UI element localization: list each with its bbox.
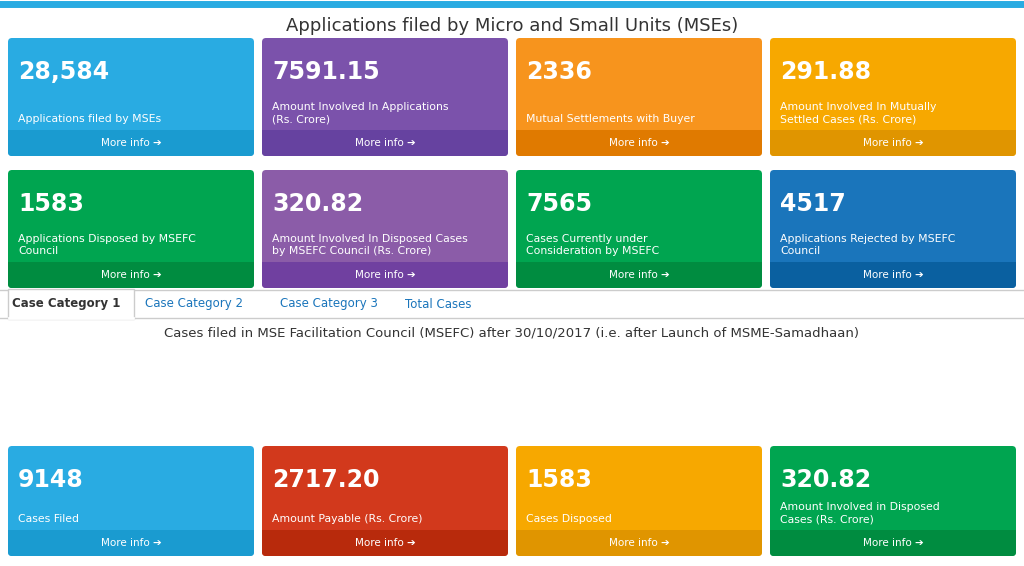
- FancyBboxPatch shape: [770, 446, 1016, 556]
- FancyBboxPatch shape: [8, 530, 254, 556]
- FancyBboxPatch shape: [262, 262, 508, 288]
- Text: Case Category 2: Case Category 2: [145, 298, 243, 311]
- Text: More info ➔: More info ➔: [100, 270, 162, 280]
- Text: Applications filed by MSEs: Applications filed by MSEs: [18, 114, 161, 124]
- FancyBboxPatch shape: [262, 130, 508, 156]
- Bar: [8, 130, 254, 152]
- Text: More info ➔: More info ➔: [608, 270, 670, 280]
- Bar: [770, 530, 1016, 552]
- FancyBboxPatch shape: [8, 446, 254, 556]
- Text: Applications filed by Micro and Small Units (MSEs): Applications filed by Micro and Small Un…: [286, 17, 738, 35]
- FancyBboxPatch shape: [262, 530, 508, 556]
- FancyBboxPatch shape: [770, 530, 1016, 556]
- FancyBboxPatch shape: [262, 38, 508, 156]
- Bar: [8, 262, 254, 284]
- FancyBboxPatch shape: [516, 262, 762, 288]
- Text: More info ➔: More info ➔: [862, 270, 924, 280]
- FancyBboxPatch shape: [262, 170, 508, 288]
- Text: Cases Disposed: Cases Disposed: [526, 514, 612, 524]
- Bar: [0, 290, 1024, 318]
- FancyBboxPatch shape: [770, 170, 1016, 288]
- FancyBboxPatch shape: [516, 170, 762, 288]
- Bar: [770, 262, 1016, 284]
- Text: 1583: 1583: [526, 468, 592, 492]
- FancyBboxPatch shape: [8, 130, 254, 156]
- Text: More info ➔: More info ➔: [354, 270, 416, 280]
- Text: 7565: 7565: [526, 192, 592, 216]
- Text: 1583: 1583: [18, 192, 84, 216]
- Bar: [262, 130, 508, 152]
- Bar: [770, 130, 1016, 152]
- Bar: [516, 262, 762, 284]
- Text: 320.82: 320.82: [780, 468, 871, 492]
- Text: Cases filed in MSE Facilitation Council (MSEFC) after 30/10/2017 (i.e. after Lau: Cases filed in MSE Facilitation Council …: [165, 327, 859, 340]
- Text: More info ➔: More info ➔: [100, 138, 162, 148]
- Text: 9148: 9148: [18, 468, 84, 492]
- Text: 320.82: 320.82: [272, 192, 364, 216]
- Text: 7591.15: 7591.15: [272, 60, 380, 84]
- Text: More info ➔: More info ➔: [862, 538, 924, 548]
- Text: Case Category 3: Case Category 3: [280, 298, 378, 311]
- Text: 291.88: 291.88: [780, 60, 871, 84]
- Text: Amount Payable (Rs. Crore): Amount Payable (Rs. Crore): [272, 514, 423, 524]
- Text: Applications Rejected by MSEFC
Council: Applications Rejected by MSEFC Council: [780, 234, 955, 256]
- FancyBboxPatch shape: [770, 38, 1016, 156]
- Text: Amount Involved In Mutually
Settled Cases (Rs. Crore): Amount Involved In Mutually Settled Case…: [780, 102, 936, 124]
- Text: Amount Involved in Disposed
Cases (Rs. Crore): Amount Involved in Disposed Cases (Rs. C…: [780, 501, 940, 524]
- FancyBboxPatch shape: [8, 262, 254, 288]
- Bar: [516, 530, 762, 552]
- FancyBboxPatch shape: [516, 530, 762, 556]
- Text: Amount Involved In Disposed Cases
by MSEFC Council (Rs. Crore): Amount Involved In Disposed Cases by MSE…: [272, 234, 468, 256]
- Text: More info ➔: More info ➔: [608, 138, 670, 148]
- FancyBboxPatch shape: [516, 38, 762, 156]
- FancyBboxPatch shape: [770, 262, 1016, 288]
- FancyBboxPatch shape: [8, 170, 254, 288]
- Text: 28,584: 28,584: [18, 60, 110, 84]
- FancyBboxPatch shape: [8, 38, 254, 156]
- Text: Case Category 1: Case Category 1: [12, 298, 121, 311]
- Text: More info ➔: More info ➔: [354, 138, 416, 148]
- Text: Mutual Settlements with Buyer: Mutual Settlements with Buyer: [526, 114, 694, 124]
- Text: Amount Involved In Applications
(Rs. Crore): Amount Involved In Applications (Rs. Cro…: [272, 102, 449, 124]
- Text: 4517: 4517: [780, 192, 846, 216]
- Bar: [262, 530, 508, 552]
- Bar: [262, 262, 508, 284]
- FancyBboxPatch shape: [262, 446, 508, 556]
- Text: More info ➔: More info ➔: [608, 538, 670, 548]
- Bar: [8, 530, 254, 552]
- Text: 2336: 2336: [526, 60, 592, 84]
- Bar: [516, 130, 762, 152]
- Bar: [8, 289, 134, 319]
- FancyBboxPatch shape: [516, 446, 762, 556]
- Text: 2717.20: 2717.20: [272, 468, 380, 492]
- Text: More info ➔: More info ➔: [100, 538, 162, 548]
- Text: More info ➔: More info ➔: [862, 138, 924, 148]
- FancyBboxPatch shape: [516, 130, 762, 156]
- Text: Cases Currently under
Consideration by MSEFC: Cases Currently under Consideration by M…: [526, 234, 659, 256]
- Text: Applications Disposed by MSEFC
Council: Applications Disposed by MSEFC Council: [18, 234, 196, 256]
- Text: Total Cases: Total Cases: [406, 298, 471, 311]
- Text: More info ➔: More info ➔: [354, 538, 416, 548]
- FancyBboxPatch shape: [770, 130, 1016, 156]
- Text: Cases Filed: Cases Filed: [18, 514, 79, 524]
